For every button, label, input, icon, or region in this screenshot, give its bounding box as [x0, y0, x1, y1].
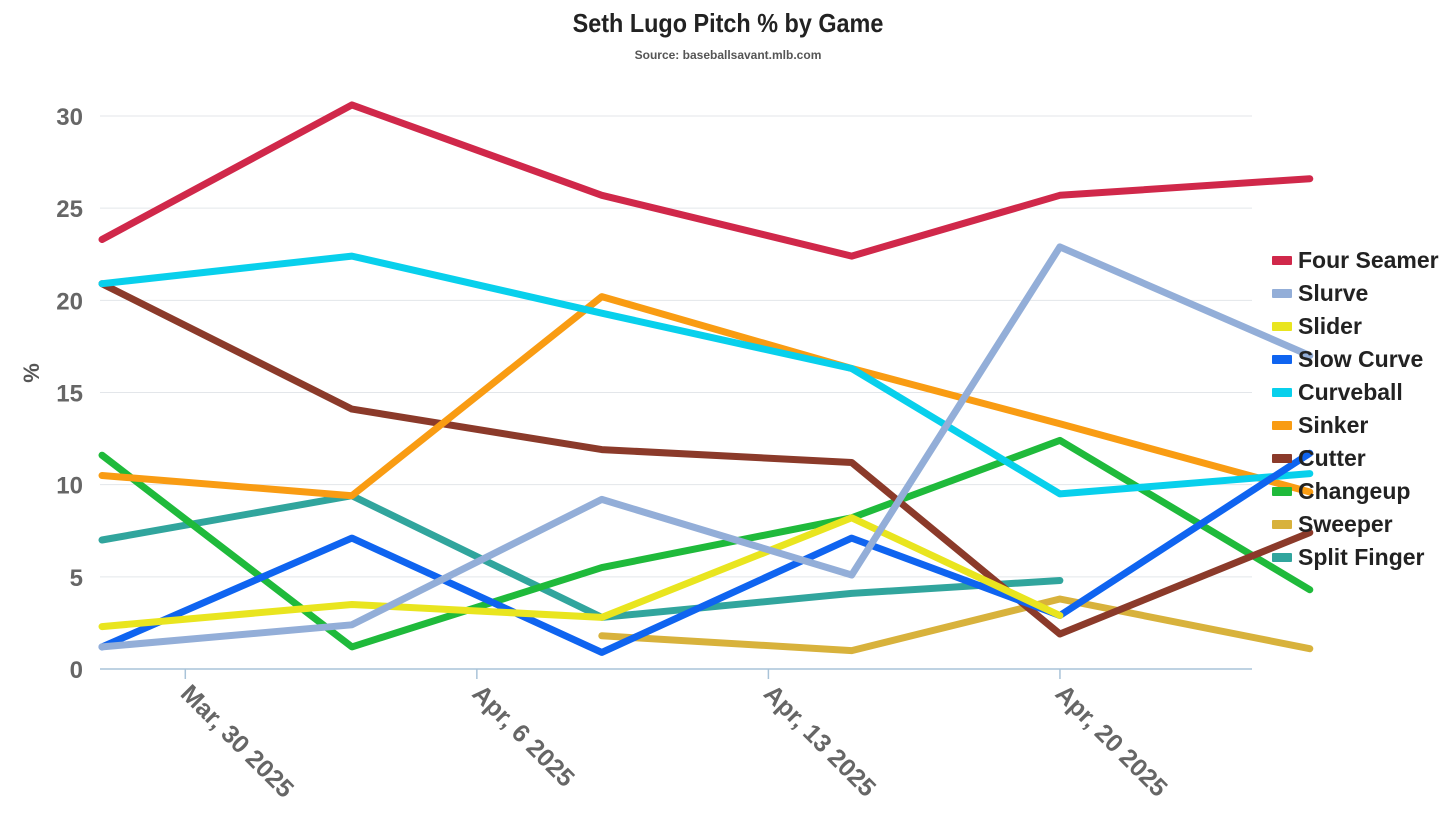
y-tick-label: 10 — [56, 473, 83, 500]
legend-label: Slow Curve — [1298, 346, 1424, 372]
chart-subtitle: Source: baseballsavant.mlb.com — [634, 48, 822, 62]
y-tick-label: 0 — [70, 657, 83, 684]
series-lines — [98, 101, 1314, 656]
series-line-cutter — [98, 280, 1314, 638]
legend-item-cutter[interactable]: Cutter — [1272, 442, 1439, 475]
y-tick-label: 25 — [56, 196, 83, 223]
legend-label: Curveball — [1298, 379, 1403, 405]
x-tick-label: Mar, 30 2025 — [175, 679, 299, 803]
legend-swatch — [1272, 322, 1292, 331]
legend-swatch — [1272, 388, 1292, 397]
legend-label: Split Finger — [1298, 544, 1425, 570]
legend-item-slow-curve[interactable]: Slow Curve — [1272, 343, 1439, 376]
y-axis-label: % — [18, 363, 44, 383]
legend-item-slurve[interactable]: Slurve — [1272, 277, 1439, 310]
legend-swatch — [1272, 487, 1292, 496]
legend-swatch — [1272, 454, 1292, 463]
legend-label: Slider — [1298, 313, 1362, 339]
legend-swatch — [1272, 256, 1292, 265]
legend-label: Sweeper — [1298, 511, 1393, 537]
gridlines — [100, 115, 1252, 578]
legend-swatch — [1272, 520, 1292, 529]
legend-item-sweeper[interactable]: Sweeper — [1272, 508, 1439, 541]
series-line-four-seamer — [98, 101, 1314, 260]
legend-label: Four Seamer — [1298, 247, 1439, 273]
x-tick-label: Apr, 13 2025 — [758, 679, 881, 802]
series-line-slurve — [98, 243, 1314, 651]
legend-label: Cutter — [1298, 445, 1366, 471]
y-tick-label: 15 — [56, 381, 83, 408]
legend-item-changeup[interactable]: Changeup — [1272, 475, 1439, 508]
x-tick-label: Apr, 6 2025 — [467, 679, 580, 792]
x-tick-label: Apr, 20 2025 — [1050, 679, 1173, 802]
legend-label: Slurve — [1298, 280, 1369, 306]
series-line-changeup — [98, 436, 1314, 651]
y-tick-label: 5 — [70, 565, 83, 592]
legend-label: Sinker — [1298, 412, 1369, 438]
legend-item-curveball[interactable]: Curveball — [1272, 376, 1439, 409]
series-line-curveball — [98, 252, 1314, 498]
series-line-slider — [98, 514, 1064, 631]
y-tick-label: 30 — [56, 104, 83, 131]
y-tick-label: 20 — [56, 288, 83, 315]
legend-swatch — [1272, 355, 1292, 364]
legend-item-sinker[interactable]: Sinker — [1272, 409, 1439, 442]
legend-item-split-finger[interactable]: Split Finger — [1272, 541, 1439, 574]
legend-swatch — [1272, 553, 1292, 562]
legend-swatch — [1272, 289, 1292, 298]
series-line-sinker — [98, 293, 1314, 500]
legend-swatch — [1272, 421, 1292, 430]
series-line-slow-curve — [98, 449, 1314, 656]
legend: Four Seamer Slurve Slider Slow Curve Curveba… — [1272, 244, 1439, 574]
legend-item-four-seamer[interactable]: Four Seamer — [1272, 244, 1439, 277]
chart-title: Seth Lugo Pitch % by Game — [572, 8, 884, 38]
legend-item-slider[interactable]: Slider — [1272, 310, 1439, 343]
series-line-sweeper — [598, 595, 1314, 655]
legend-label: Changeup — [1298, 478, 1411, 504]
